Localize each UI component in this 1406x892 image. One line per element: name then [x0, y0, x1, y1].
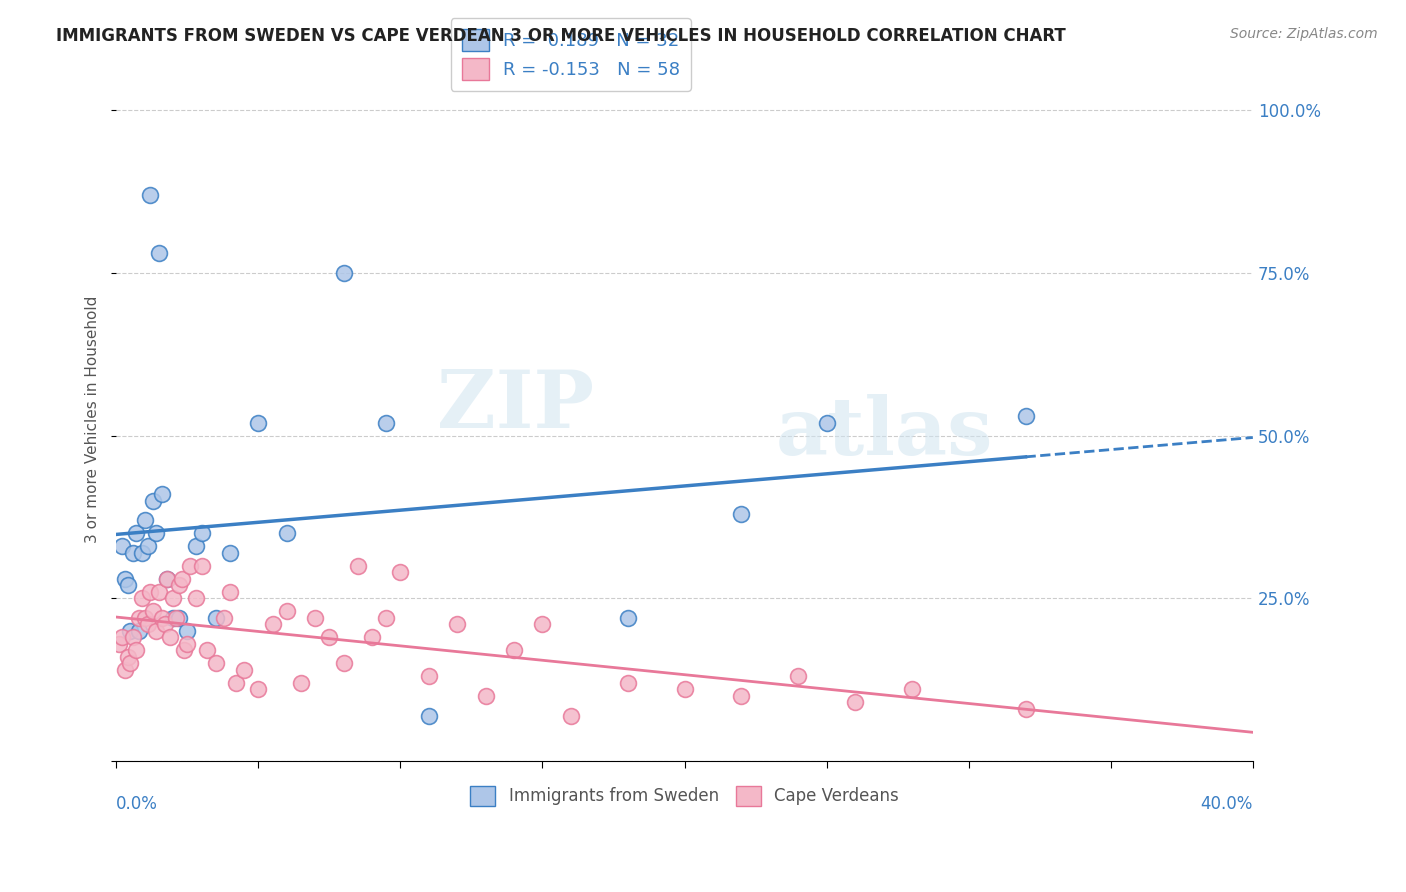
Point — [131, 591, 153, 606]
Point — [418, 669, 440, 683]
Text: IMMIGRANTS FROM SWEDEN VS CAPE VERDEAN 3 OR MORE VEHICLES IN HOUSEHOLD CORRELATI: IMMIGRANTS FROM SWEDEN VS CAPE VERDEAN 3… — [56, 27, 1066, 45]
Point — [142, 493, 165, 508]
Point — [844, 696, 866, 710]
Text: 40.0%: 40.0% — [1201, 796, 1253, 814]
Point — [156, 572, 179, 586]
Point — [219, 584, 242, 599]
Point — [247, 416, 270, 430]
Point — [673, 682, 696, 697]
Point — [503, 643, 526, 657]
Point — [122, 546, 145, 560]
Point — [190, 558, 212, 573]
Point — [616, 676, 638, 690]
Point — [531, 617, 554, 632]
Point — [111, 539, 134, 553]
Point — [262, 617, 284, 632]
Point — [219, 546, 242, 560]
Point — [142, 604, 165, 618]
Point — [195, 643, 218, 657]
Point — [276, 526, 298, 541]
Text: 0.0%: 0.0% — [117, 796, 157, 814]
Point — [418, 708, 440, 723]
Point — [114, 663, 136, 677]
Point — [131, 546, 153, 560]
Point — [170, 572, 193, 586]
Point — [117, 649, 139, 664]
Point — [225, 676, 247, 690]
Point — [375, 416, 398, 430]
Point — [128, 624, 150, 638]
Point — [136, 617, 159, 632]
Point — [156, 572, 179, 586]
Point — [730, 689, 752, 703]
Legend: Immigrants from Sweden, Cape Verdeans: Immigrants from Sweden, Cape Verdeans — [463, 777, 907, 814]
Point — [212, 611, 235, 625]
Point — [165, 611, 187, 625]
Point — [150, 487, 173, 501]
Point — [233, 663, 256, 677]
Point — [139, 187, 162, 202]
Point — [204, 657, 226, 671]
Point — [730, 507, 752, 521]
Point — [815, 416, 838, 430]
Point — [389, 566, 412, 580]
Point — [145, 526, 167, 541]
Point — [290, 676, 312, 690]
Point — [148, 246, 170, 260]
Point — [304, 611, 326, 625]
Point — [474, 689, 496, 703]
Point — [145, 624, 167, 638]
Point — [173, 643, 195, 657]
Point — [122, 631, 145, 645]
Point — [108, 637, 131, 651]
Point — [346, 558, 368, 573]
Point — [318, 631, 340, 645]
Point — [901, 682, 924, 697]
Y-axis label: 3 or more Vehicles in Household: 3 or more Vehicles in Household — [86, 295, 100, 543]
Point — [361, 631, 384, 645]
Point — [176, 637, 198, 651]
Point — [120, 624, 142, 638]
Point — [184, 591, 207, 606]
Point — [125, 526, 148, 541]
Point — [153, 617, 176, 632]
Point — [1014, 409, 1036, 423]
Point — [446, 617, 468, 632]
Text: atlas: atlas — [776, 394, 993, 472]
Point — [120, 657, 142, 671]
Point — [134, 611, 156, 625]
Point — [616, 611, 638, 625]
Text: Source: ZipAtlas.com: Source: ZipAtlas.com — [1230, 27, 1378, 41]
Point — [159, 631, 181, 645]
Point — [162, 611, 184, 625]
Point — [167, 578, 190, 592]
Point — [117, 578, 139, 592]
Point — [125, 643, 148, 657]
Point — [148, 584, 170, 599]
Point — [332, 657, 354, 671]
Point — [176, 624, 198, 638]
Point — [247, 682, 270, 697]
Point — [276, 604, 298, 618]
Point — [114, 572, 136, 586]
Point — [375, 611, 398, 625]
Point — [162, 591, 184, 606]
Point — [560, 708, 582, 723]
Point — [179, 558, 201, 573]
Point — [190, 526, 212, 541]
Point — [787, 669, 810, 683]
Text: ZIP: ZIP — [437, 367, 593, 444]
Point — [167, 611, 190, 625]
Point — [139, 584, 162, 599]
Point — [136, 539, 159, 553]
Point — [332, 266, 354, 280]
Point — [204, 611, 226, 625]
Point — [111, 631, 134, 645]
Point — [128, 611, 150, 625]
Point — [150, 611, 173, 625]
Point — [184, 539, 207, 553]
Point — [1014, 702, 1036, 716]
Point — [134, 513, 156, 527]
